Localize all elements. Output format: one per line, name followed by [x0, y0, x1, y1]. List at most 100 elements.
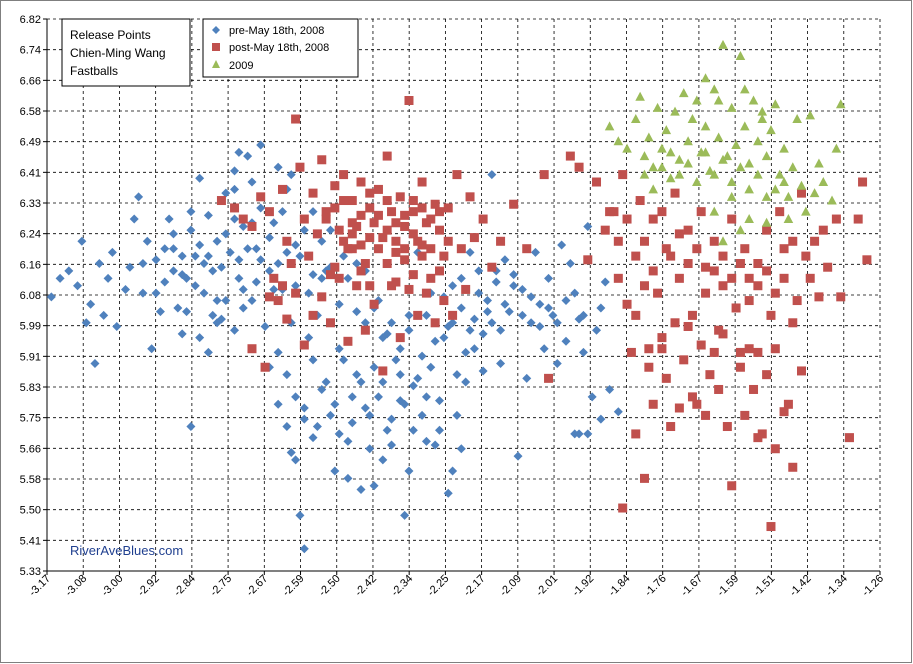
data-point-triangle [657, 143, 667, 153]
data-point-square [853, 214, 863, 224]
data-point-square [308, 188, 318, 198]
data-point-triangle [787, 162, 798, 172]
data-point-square [435, 225, 445, 235]
data-point-square [382, 196, 392, 206]
data-point-diamond [469, 314, 479, 324]
data-point-diamond [86, 299, 96, 309]
data-point-diamond [408, 425, 418, 435]
data-point-square [692, 399, 702, 409]
data-point-diamond [230, 166, 240, 176]
data-point-square [352, 281, 362, 291]
data-point-diamond [596, 303, 606, 313]
data-point-triangle [744, 214, 754, 224]
data-point-diamond [203, 251, 213, 261]
data-point-diamond [46, 292, 56, 302]
data-point-square [391, 218, 401, 228]
data-point-diamond [600, 277, 610, 287]
data-point-square [373, 210, 383, 220]
legend-label-pre-may: pre-May 18th, 2008 [229, 25, 324, 37]
data-point-square [709, 236, 719, 246]
data-point-diamond [273, 259, 283, 269]
data-point-diamond [535, 299, 545, 309]
data-point-diamond [308, 207, 318, 217]
data-point-diamond [173, 303, 183, 313]
data-point-triangle [665, 147, 676, 157]
data-point-diamond [421, 310, 431, 320]
data-point-diamond [404, 310, 414, 320]
data-point-square [631, 251, 641, 261]
data-point-diamond [343, 436, 353, 446]
data-point-square [749, 384, 759, 394]
data-point-diamond [395, 344, 405, 354]
data-point-square [443, 236, 453, 246]
data-point-square [766, 310, 776, 320]
data-point-square [666, 422, 676, 432]
data-point-square [592, 177, 602, 187]
data-point-square [779, 407, 789, 417]
data-point-diamond [461, 377, 471, 387]
data-point-triangle [774, 169, 785, 179]
data-point-square [731, 303, 741, 313]
data-point-diamond [190, 281, 200, 291]
data-point-diamond [238, 221, 248, 231]
data-point-diamond [199, 288, 209, 298]
data-point-triangle [639, 151, 650, 161]
data-point-square [727, 481, 737, 491]
data-point-diamond [238, 303, 248, 313]
data-point-diamond [168, 244, 178, 254]
data-point-diamond [238, 284, 248, 294]
data-point-square [282, 314, 292, 324]
data-point-triangle [757, 114, 768, 124]
data-point-diamond [378, 377, 388, 387]
data-point-square [408, 270, 418, 280]
data-point-diamond [548, 310, 558, 320]
data-point-square [631, 429, 641, 439]
data-point-diamond [596, 414, 606, 424]
data-point-triangle [604, 121, 615, 131]
data-point-diamond [256, 140, 266, 150]
data-point-square [770, 444, 780, 454]
data-point-diamond [291, 240, 301, 250]
data-point-diamond [334, 429, 344, 439]
data-point-diamond [186, 207, 196, 217]
data-point-diamond [312, 422, 322, 432]
data-point-diamond [395, 370, 405, 380]
data-point-diamond [387, 414, 397, 424]
data-point-diamond [417, 351, 427, 361]
data-point-square [814, 292, 824, 302]
data-point-square [770, 344, 780, 354]
data-point-square [735, 362, 745, 372]
data-point-diamond [94, 259, 104, 269]
data-point-square [683, 225, 693, 235]
series-2 [604, 39, 846, 246]
data-point-diamond [421, 436, 431, 446]
data-point-diamond [583, 221, 593, 231]
data-point-square [639, 236, 649, 246]
data-point-square [260, 362, 270, 372]
data-point-diamond [561, 296, 571, 306]
data-point-square [408, 196, 418, 206]
data-point-triangle [744, 158, 754, 168]
data-point-diamond [282, 247, 292, 257]
data-point-triangle [674, 169, 685, 179]
data-point-diamond [439, 333, 449, 343]
data-point-square [435, 207, 445, 217]
data-point-square [744, 344, 754, 354]
series-0 [46, 140, 623, 554]
data-point-triangle [814, 158, 824, 168]
data-point-square [400, 255, 410, 265]
data-point-diamond [216, 262, 226, 272]
data-point-square [408, 207, 418, 217]
data-point-diamond [230, 325, 240, 335]
data-point-square [639, 473, 649, 483]
data-point-triangle [648, 184, 659, 194]
data-point-square [701, 410, 711, 420]
data-point-diamond [435, 396, 445, 406]
data-point-diamond [522, 373, 532, 383]
data-point-square [753, 259, 763, 269]
data-point-square [701, 262, 711, 272]
data-point-triangle [748, 95, 759, 105]
data-point-diamond [347, 392, 357, 402]
data-point-square [391, 277, 401, 287]
data-point-diamond [456, 303, 466, 313]
